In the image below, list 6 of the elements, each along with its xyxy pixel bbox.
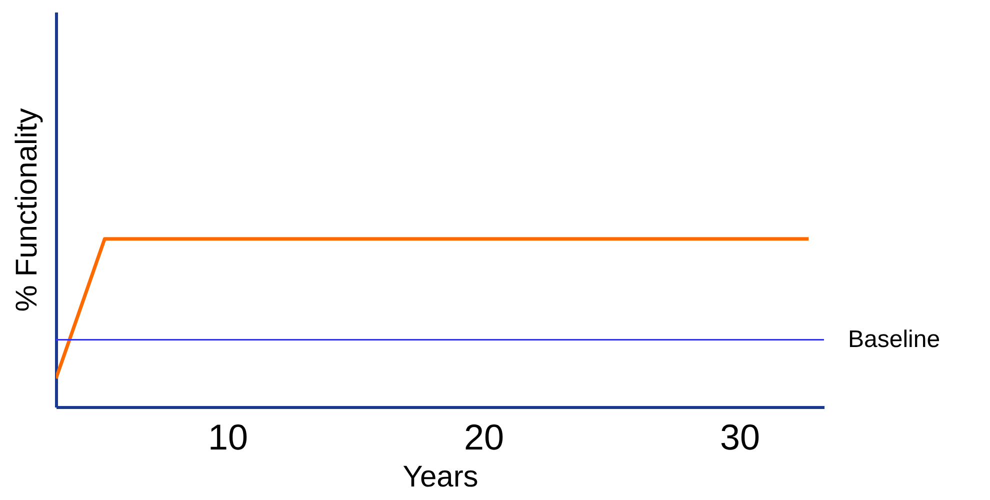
ref-line-label: Baseline — [848, 326, 940, 353]
x-tick-label: 10 — [208, 416, 248, 458]
x-tick-label: 20 — [464, 416, 504, 458]
x-axis-title: Years — [402, 460, 478, 494]
y-axis-title: % Functionality — [10, 108, 44, 312]
x-tick-label: 30 — [720, 416, 760, 458]
